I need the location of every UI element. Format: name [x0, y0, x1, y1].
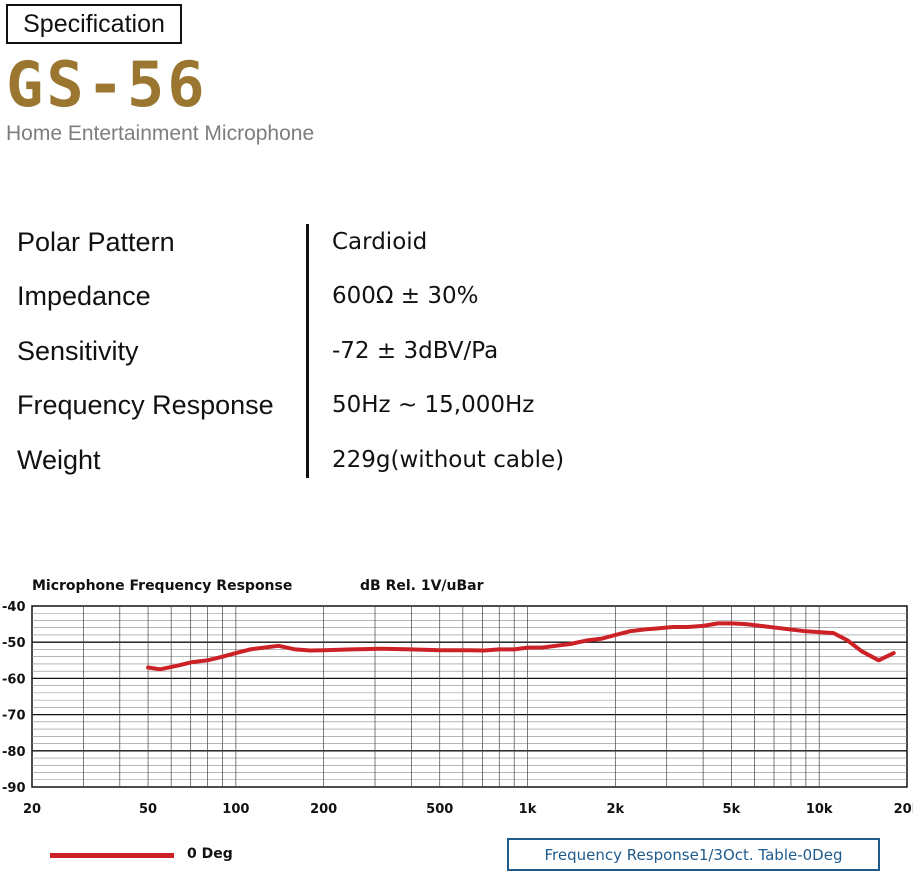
legend-label: 0 Deg [187, 846, 233, 862]
spec-row-weight: Weight 229g(without cable) [0, 438, 913, 492]
spec-value: 600Ω ± 30% [332, 283, 479, 309]
y-tick-label: -50 [2, 636, 26, 651]
spec-label: Polar Pattern [17, 227, 175, 257]
spec-label: Weight [17, 445, 101, 475]
spec-table: Polar Pattern Cardioid Impedance 600Ω ± … [0, 220, 913, 480]
specification-badge: Specification [6, 4, 182, 44]
y-tick-label: -40 [2, 600, 26, 615]
chart-canvas: Microphone Frequency Response dB Rel. 1V… [2, 578, 913, 817]
y-tick-label: -80 [2, 745, 26, 760]
spec-label: Sensitivity [17, 336, 139, 366]
spec-row-sensitivity: Sensitivity -72 ± 3dBV/Pa [0, 329, 913, 383]
y-tick-label: -70 [2, 709, 26, 724]
x-tick-label: 1k [519, 802, 537, 817]
spec-value: 50Hz ~ 15,000Hz [332, 392, 535, 418]
x-tick-label: 20 [23, 802, 41, 817]
frequency-response-chart: Microphone Frequency Response dB Rel. 1V… [0, 570, 913, 874]
chart-series [146, 621, 896, 672]
x-tick-label: 500 [426, 802, 453, 817]
x-tick-label: 50 [139, 802, 157, 817]
chart-ticks: -40 -50 -60 -70 -80 -90 20 50 100 200 500 1k 2k 5k 10k… [2, 600, 913, 817]
spec-label: Impedance [17, 281, 151, 311]
x-tick-label: 200 [310, 802, 337, 817]
spec-row-impedance: Impedance 600Ω ± 30% [0, 274, 913, 328]
x-tick-label: 100 [222, 802, 249, 817]
spec-divider [306, 224, 309, 478]
chart-grid [31, 605, 908, 788]
spec-value: -72 ± 3dBV/Pa [332, 338, 499, 364]
spec-value: Cardioid [332, 229, 428, 255]
legend-swatch [50, 853, 174, 858]
model-name: GS-56 [6, 48, 208, 121]
x-tick-label: 2k [606, 802, 624, 817]
spec-row-frequency-response: Frequency Response 50Hz ~ 15,000Hz [0, 383, 913, 437]
frequency-table-badge: Frequency Response1/3Oct. Table-0Deg [507, 838, 880, 871]
chart-title: Microphone Frequency Response [32, 578, 292, 594]
x-tick-label: 5k [723, 802, 741, 817]
x-tick-label: 20k [894, 802, 913, 817]
series-line-0-deg [146, 621, 896, 672]
plot-frame [31, 605, 908, 788]
spec-label: Frequency Response [17, 390, 274, 420]
y-tick-label: -90 [2, 781, 26, 796]
product-subtitle: Home Entertainment Microphone [6, 122, 315, 145]
chart-ylabel: dB Rel. 1V/uBar [360, 578, 484, 594]
spec-row-polar-pattern: Polar Pattern Cardioid [0, 220, 913, 274]
y-tick-label: -60 [2, 672, 26, 687]
spec-value: 229g(without cable) [332, 447, 565, 473]
x-tick-label: 10k [806, 802, 833, 817]
